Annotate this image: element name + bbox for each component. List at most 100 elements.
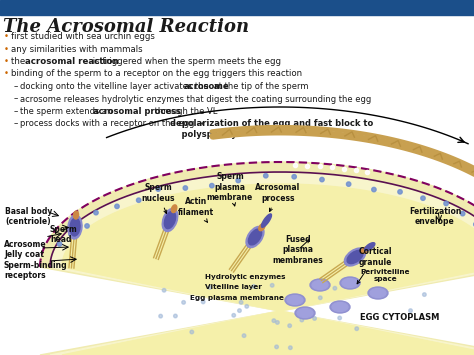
Text: •: • [4,70,9,78]
Text: binding of the sperm to a receptor on the egg triggers this reaction: binding of the sperm to a receptor on th… [11,70,302,78]
Text: through the VL: through the VL [152,107,218,116]
Circle shape [245,305,248,308]
Text: Basal body
(centriole): Basal body (centriole) [5,207,52,226]
Text: Cortical
granule: Cortical granule [357,247,392,284]
Circle shape [162,289,166,292]
Circle shape [201,300,205,304]
Text: •: • [4,57,9,66]
Circle shape [137,198,141,202]
Ellipse shape [297,308,313,317]
Circle shape [182,301,185,304]
Circle shape [275,345,278,349]
Text: Actin
filament: Actin filament [178,197,214,222]
Text: the sperm extends an: the sperm extends an [20,107,115,116]
Text: –: – [14,107,18,116]
Circle shape [156,187,160,191]
Text: Perivitelline
space: Perivitelline space [360,268,410,282]
Circle shape [69,232,73,236]
Circle shape [85,224,89,228]
Ellipse shape [285,294,305,306]
Text: •: • [4,32,9,41]
Ellipse shape [361,247,368,253]
Circle shape [290,295,294,299]
Text: Acrosome: Acrosome [4,240,46,249]
Circle shape [320,178,324,182]
Bar [0,0,474,15]
Text: process docks with a receptor on the egg →: process docks with a receptor on the egg… [20,120,207,129]
Text: Vitelline layer: Vitelline layer [205,284,262,290]
Circle shape [190,330,193,334]
Ellipse shape [259,224,265,231]
Ellipse shape [370,289,386,297]
Text: –: – [14,82,18,91]
Circle shape [264,174,268,178]
Text: Sperm
plasma
membrane: Sperm plasma membrane [207,172,253,206]
Circle shape [373,295,377,298]
Circle shape [460,212,465,216]
Text: EGG CYTOPLASM: EGG CYTOPLASM [360,312,440,322]
Text: any similarities with mammals: any similarities with mammals [11,44,143,54]
Ellipse shape [73,211,79,219]
Ellipse shape [262,214,272,227]
Circle shape [444,201,448,206]
Text: acrosomal process: acrosomal process [93,107,181,116]
Text: acrosome: acrosome [183,82,229,91]
Circle shape [289,346,292,350]
Circle shape [288,324,292,328]
Text: Hydrolytic enzymes: Hydrolytic enzymes [205,274,285,280]
Circle shape [210,184,214,188]
Ellipse shape [347,250,363,264]
Text: Sperm
head: Sperm head [50,225,78,244]
Circle shape [292,175,296,179]
Circle shape [270,284,274,287]
Text: Fused
plasma
membranes: Fused plasma membranes [273,235,323,265]
Text: acrosome releases hydrolytic enzymes that digest the coating surrounding the egg: acrosome releases hydrolytic enzymes tha… [20,94,371,104]
Text: Fertilization
envelope: Fertilization envelope [409,207,461,226]
Text: Sperm
nucleus: Sperm nucleus [141,183,175,213]
Ellipse shape [310,279,330,291]
Circle shape [252,285,255,288]
Circle shape [275,321,279,324]
Circle shape [94,211,98,215]
Circle shape [208,286,211,289]
Circle shape [57,242,62,246]
Circle shape [242,334,246,338]
Polygon shape [50,172,474,355]
Circle shape [232,313,236,317]
Circle shape [423,293,426,296]
Circle shape [409,309,412,312]
Circle shape [300,318,304,322]
Ellipse shape [70,218,80,236]
Circle shape [272,319,276,322]
Circle shape [398,190,402,194]
Text: docking onto the vitelline layer activates the: docking onto the vitelline layer activat… [20,82,211,91]
Ellipse shape [330,301,350,313]
Text: is triggered when the sperm meets the egg: is triggered when the sperm meets the eg… [90,57,281,66]
Circle shape [346,182,351,186]
Ellipse shape [312,280,328,289]
Ellipse shape [172,205,177,213]
Text: The Acrosomal Reaction: The Acrosomal Reaction [3,18,249,36]
Text: acrosomal reaction: acrosomal reaction [26,57,119,66]
Ellipse shape [287,295,303,305]
Circle shape [237,309,241,312]
Circle shape [173,314,177,318]
Ellipse shape [164,211,176,229]
Polygon shape [62,184,474,355]
Circle shape [421,196,425,200]
Ellipse shape [162,208,178,231]
Circle shape [338,316,341,320]
Ellipse shape [342,279,358,288]
Text: the: the [11,57,28,66]
Circle shape [183,186,188,190]
Text: Egg plasma membrane: Egg plasma membrane [190,295,284,301]
Circle shape [239,301,243,304]
Text: depolarization of the egg and fast block to
    polyspermy: depolarization of the egg and fast block… [170,120,373,139]
Circle shape [319,296,322,300]
Ellipse shape [332,302,348,311]
Polygon shape [40,162,474,355]
Ellipse shape [68,215,82,239]
Circle shape [313,317,316,320]
Circle shape [159,314,163,318]
Ellipse shape [368,287,388,299]
